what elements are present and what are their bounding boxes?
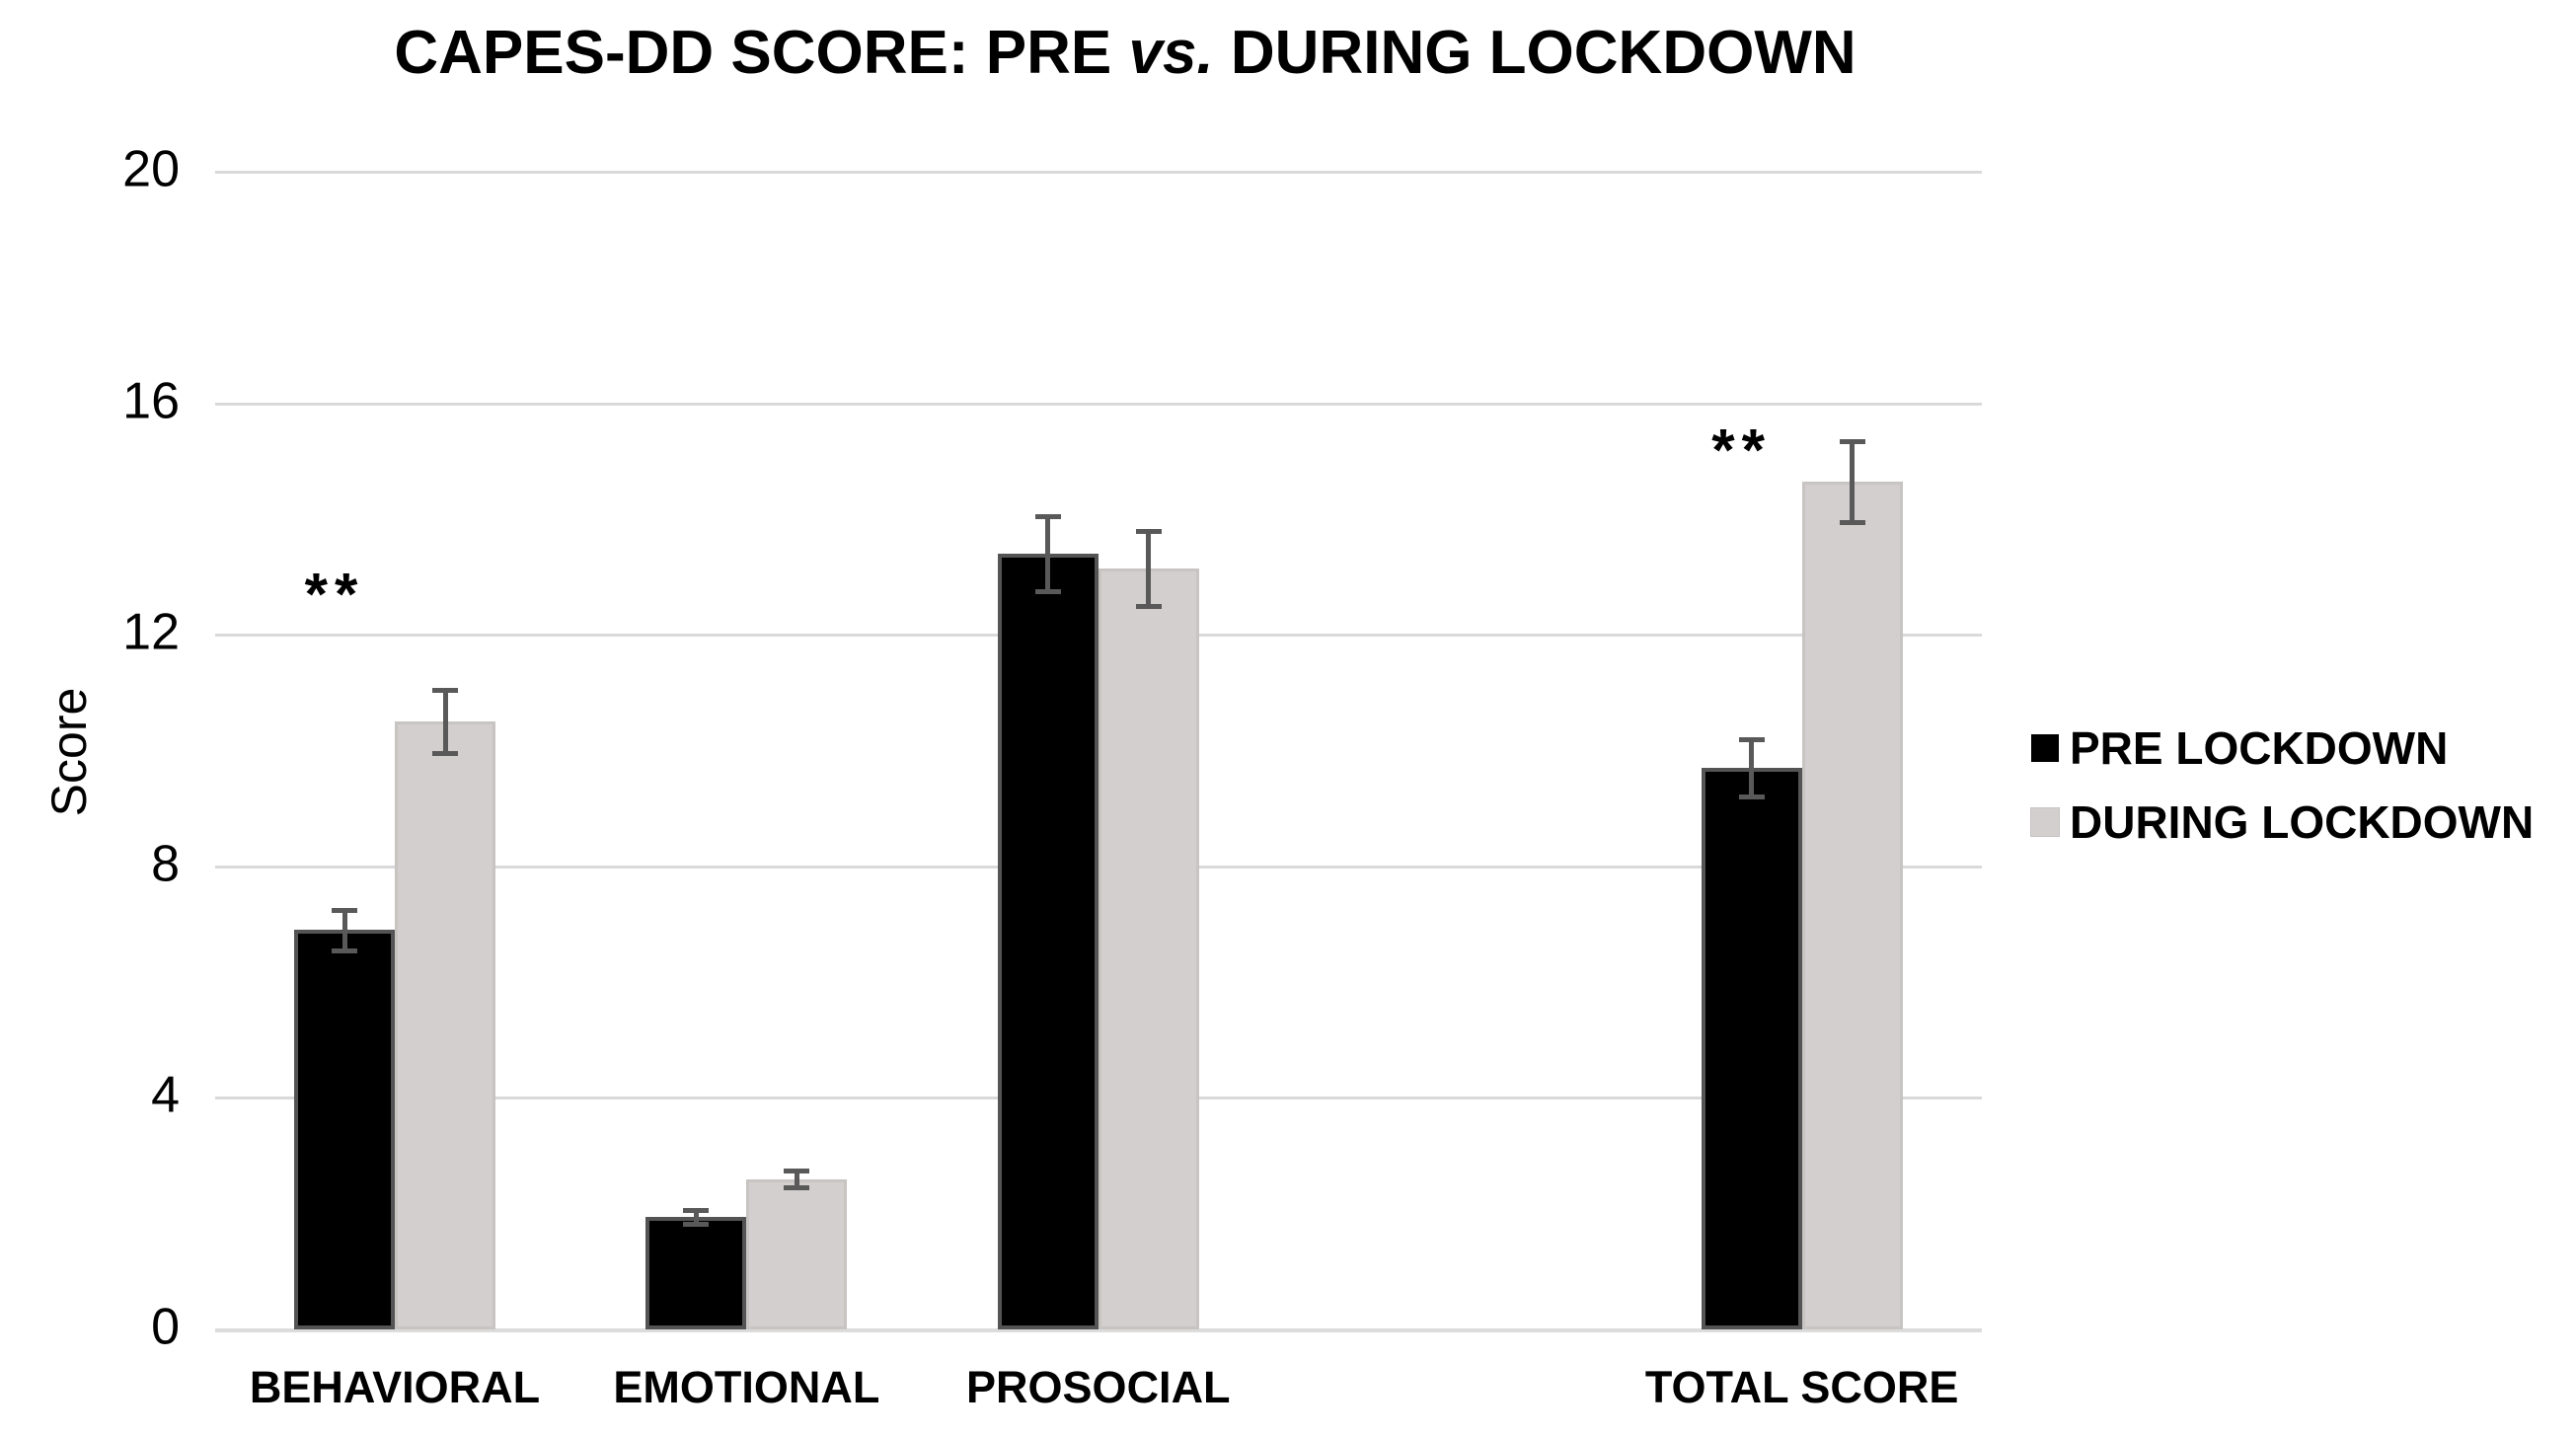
- bar-during-lockdown-behavioral: [395, 721, 495, 1329]
- x-category-label: EMOTIONAL: [613, 1362, 880, 1412]
- error-bar-cap: [784, 1184, 810, 1190]
- error-bar-cap: [1034, 513, 1061, 519]
- error-bar: [442, 689, 448, 754]
- error-bar-cap: [332, 947, 357, 953]
- error-bar-cap: [432, 687, 458, 693]
- y-tick-label: 12: [122, 603, 180, 661]
- error-bar-cap: [784, 1169, 810, 1174]
- y-tick-label: 20: [122, 140, 180, 198]
- chart-title-suffix: DURING LOCKDOWN: [1213, 19, 1856, 87]
- error-bar-cap: [683, 1221, 710, 1227]
- x-category-label: PROSOCIAL: [966, 1362, 1231, 1412]
- bar-pre-lockdown-behavioral: [294, 930, 395, 1329]
- error-bar: [794, 1171, 799, 1187]
- chart-title-prefix: CAPES-DD SCORE: PRE: [394, 19, 1129, 87]
- error-bar: [341, 909, 347, 950]
- error-bar-cap: [1738, 794, 1765, 800]
- legend: PRE LOCKDOWN DURING LOCKDOWN: [2030, 711, 2535, 859]
- chart-title: CAPES-DD SCORE: PRE vs. DURING LOCKDOWN: [0, 18, 2250, 88]
- legend-label: PRE LOCKDOWN: [2070, 721, 2449, 774]
- error-bar-cap: [1738, 736, 1765, 742]
- x-axis-line: [215, 1328, 1982, 1332]
- bar-pre-lockdown-emotional: [645, 1216, 747, 1329]
- error-bar: [1146, 530, 1152, 606]
- error-bar-cap: [1135, 603, 1162, 609]
- error-bar-cap: [1135, 528, 1162, 534]
- gridline: [215, 402, 1982, 406]
- bar-during-lockdown-prosocial: [1098, 567, 1199, 1329]
- gridline: [215, 171, 1982, 174]
- legend-swatch: [2030, 806, 2060, 837]
- error-bar-cap: [683, 1207, 710, 1213]
- y-tick-label: 4: [151, 1066, 180, 1124]
- legend-item: DURING LOCKDOWN: [2030, 785, 2535, 859]
- x-category-label: BEHAVIORAL: [249, 1362, 541, 1412]
- significance-annotation: **: [1711, 416, 1772, 484]
- chart-title-vs: vs.: [1128, 19, 1214, 87]
- y-axis-label: Score: [41, 687, 97, 817]
- bar-during-lockdown-total-score: [1801, 481, 1903, 1329]
- error-bar-cap: [332, 907, 357, 913]
- y-tick-label: 16: [122, 372, 180, 430]
- error-bar-cap: [1839, 519, 1865, 525]
- y-tick-label: 0: [151, 1298, 180, 1356]
- significance-annotation: **: [304, 561, 365, 628]
- x-category-label: TOTAL SCORE: [1644, 1362, 1959, 1412]
- legend-item: PRE LOCKDOWN: [2031, 711, 2534, 785]
- error-bar: [1850, 440, 1856, 522]
- error-bar-cap: [1839, 438, 1865, 444]
- legend-swatch: [2031, 733, 2059, 762]
- error-bar-cap: [432, 751, 458, 757]
- bar-pre-lockdown-total-score: [1701, 768, 1802, 1329]
- y-tick-label: 8: [151, 835, 180, 893]
- error-bar: [1045, 515, 1051, 592]
- error-bar: [1749, 738, 1755, 797]
- bar-during-lockdown-emotional: [746, 1178, 848, 1329]
- bar-pre-lockdown-prosocial: [997, 554, 1099, 1329]
- error-bar-cap: [1034, 589, 1061, 595]
- error-bar: [693, 1209, 699, 1224]
- legend-label: DURING LOCKDOWN: [2070, 795, 2535, 848]
